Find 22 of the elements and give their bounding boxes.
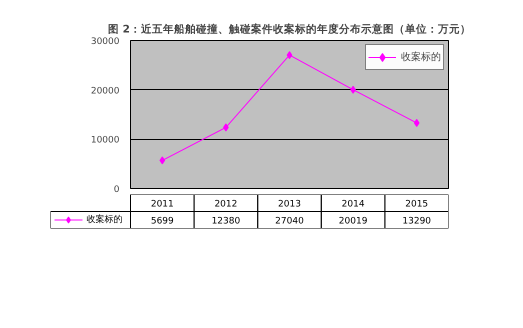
legend-label: 收案标的 [401, 50, 441, 64]
data-label: 27040 [275, 216, 304, 226]
point [350, 86, 356, 94]
x-tick-label: 2012 [214, 200, 238, 210]
x-tick-label: 2011 [150, 200, 174, 210]
data-label: 13290 [402, 216, 432, 226]
point [223, 123, 229, 132]
x-tick-label: 2014 [342, 200, 365, 210]
x-tick-label: 2013 [278, 200, 301, 210]
text: 收案标的 [86, 215, 122, 225]
x-tick-label: 2015 [405, 200, 428, 210]
point [159, 156, 166, 164]
data-label: 5699 [150, 216, 174, 226]
data-label: 12380 [212, 216, 240, 226]
y-tick-label: 0 [114, 185, 120, 195]
data-label: 20019 [338, 216, 368, 226]
point [414, 118, 420, 127]
y-tick-label: 20000 [90, 86, 120, 96]
point [286, 51, 292, 60]
y-tick-label: 30000 [90, 37, 120, 47]
y-tick-label: 10000 [90, 136, 120, 146]
chart-title: 图 2：近五年船舶碰撞、触碰案件收案标的年度分布示意图（单位：万元） [108, 22, 471, 36]
